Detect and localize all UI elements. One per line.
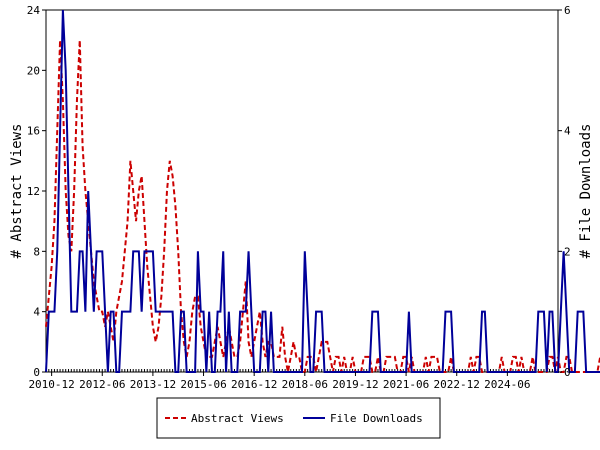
right-y-tick-label: 0 bbox=[564, 366, 571, 379]
right-y-tick-label: 6 bbox=[564, 4, 571, 17]
x-tick-label: 2021-06 bbox=[383, 378, 429, 391]
series-line-abstract-views bbox=[45, 40, 600, 373]
right-y-tick-label: 4 bbox=[564, 125, 571, 138]
x-tick-label: 2010-12 bbox=[28, 378, 74, 391]
series-line-file-downloads bbox=[45, 9, 600, 373]
left-y-tick-label: 8 bbox=[33, 245, 40, 258]
right-y-axis: 0 2 4 6 bbox=[558, 4, 571, 379]
legend-box bbox=[156, 397, 441, 439]
x-tick-label: 2013-12 bbox=[130, 378, 176, 391]
legend: Abstract Views File Downloads bbox=[156, 397, 441, 439]
x-axis: 2010-12 2012-06 2013-12 2015-06 2016-12 2018-… bbox=[28, 372, 531, 391]
x-tick-label: 2016-12 bbox=[231, 378, 277, 391]
plot-area bbox=[45, 9, 600, 373]
left-y-tick-label: 16 bbox=[27, 125, 40, 138]
left-y-tick-label: 4 bbox=[33, 306, 40, 319]
left-y-tick-label: 0 bbox=[33, 366, 40, 379]
left-y-tick-label: 12 bbox=[27, 185, 40, 198]
x-tick-label: 2018-06 bbox=[282, 378, 328, 391]
left-axis-title: # Abstract Views bbox=[9, 124, 25, 259]
x-tick-label: 2015-06 bbox=[180, 378, 226, 391]
x-tick-label: 2012-06 bbox=[79, 378, 125, 391]
x-tick-label: 2024-06 bbox=[484, 378, 530, 391]
x-tick-label: 2019-12 bbox=[332, 378, 378, 391]
right-y-tick-label: 2 bbox=[564, 245, 571, 258]
left-y-axis: 0 4 8 12 16 20 24 bbox=[27, 4, 46, 379]
x-tick-label: 2022-12 bbox=[434, 378, 480, 391]
legend-label-file-downloads: File Downloads bbox=[330, 412, 423, 425]
right-axis-title: # File Downloads bbox=[578, 124, 594, 259]
left-y-tick-label: 20 bbox=[27, 64, 40, 77]
left-y-tick-label: 24 bbox=[27, 4, 41, 17]
legend-label-abstract-views: Abstract Views bbox=[191, 412, 284, 425]
